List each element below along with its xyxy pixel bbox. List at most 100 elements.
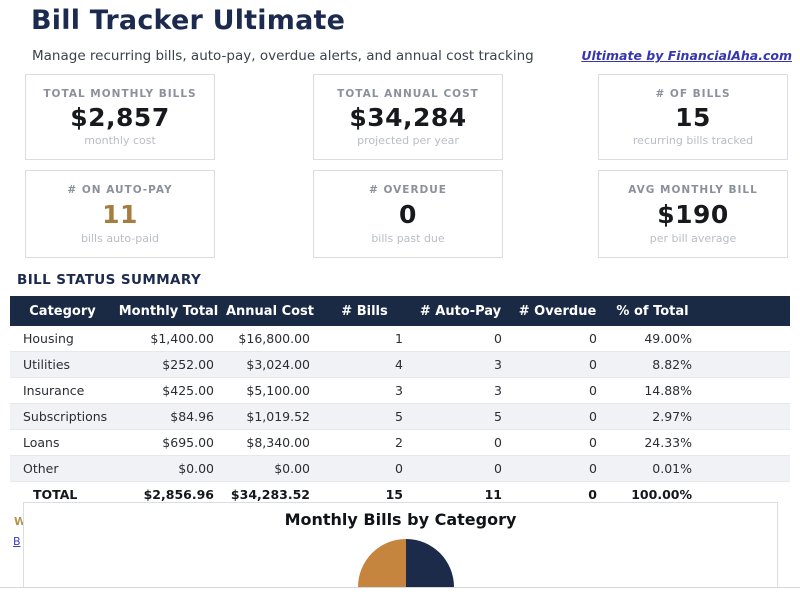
chart-title: Monthly Bills by Category [284, 510, 517, 529]
cell-category: Subscriptions [10, 403, 115, 430]
cell-auto-pay: 0 [411, 455, 510, 482]
cell-overdue: 0 [510, 403, 605, 430]
stat-value: $190 [657, 199, 729, 229]
cell-monthly-total: $695.00 [115, 429, 222, 456]
cell-annual-cost: $5,100.00 [222, 377, 318, 404]
cell-overdue: 0 [510, 326, 605, 352]
column-header-category: Category [10, 296, 115, 326]
cell-monthly-total: $84.96 [115, 403, 222, 430]
table-row-utilities: Utilities $252.00 $3,024.00 4 3 0 8.82% [10, 351, 790, 378]
cell-auto-pay: 3 [411, 377, 510, 404]
pie-chart [358, 539, 454, 587]
cell-pct-of-total: 14.88% [605, 377, 700, 404]
table-row-insurance: Insurance $425.00 $5,100.00 3 3 0 14.88% [10, 377, 790, 404]
table-header-row: Category Monthly Total Annual Cost # Bil… [10, 296, 790, 326]
cell-annual-cost: $1,019.52 [222, 403, 318, 430]
cell-overdue: 0 [510, 455, 605, 482]
stat-sublabel: recurring bills tracked [632, 134, 754, 147]
cell-overdue: 0 [510, 351, 605, 378]
cell-overdue: 0 [510, 429, 605, 456]
stat-label: TOTAL ANNUAL COST [337, 88, 479, 100]
column-header-filler [700, 296, 790, 326]
cell-bills: 5 [318, 403, 411, 430]
cell-auto-pay: 0 [411, 429, 510, 456]
clipped-text-fragment: W [14, 516, 23, 527]
cell-category: Utilities [10, 351, 115, 378]
cell-pct-of-total: 8.82% [605, 351, 700, 378]
stat-label: # OF BILLS [655, 88, 731, 100]
table-row-housing: Housing $1,400.00 $16,800.00 1 0 0 49.00… [10, 326, 790, 352]
stat-card-total-annual-cost: TOTAL ANNUAL COST $34,284 projected per … [313, 74, 503, 160]
stat-card-on-auto-pay: # ON AUTO-PAY 11 bills auto-paid [25, 170, 215, 258]
cell-annual-cost: $3,024.00 [222, 351, 318, 378]
cell-auto-pay: 0 [411, 326, 510, 352]
column-header-annual-cost: Annual Cost [222, 296, 318, 326]
cell-category: Other [10, 455, 115, 482]
column-header-monthly-total: Monthly Total [115, 296, 222, 326]
cell-annual-cost: $0.00 [222, 455, 318, 482]
page-subtitle: Manage recurring bills, auto-pay, overdu… [32, 48, 534, 64]
cell-auto-pay: 5 [411, 403, 510, 430]
stat-value: $34,284 [349, 102, 467, 132]
stat-value: 15 [675, 102, 711, 132]
stat-card-avg-monthly-bill: AVG MONTHLY BILL $190 per bill average [598, 170, 788, 258]
clipped-link-fragment[interactable]: B [13, 536, 21, 547]
stat-label: # OVERDUE [369, 184, 447, 196]
stat-label: TOTAL MONTHLY BILLS [43, 88, 197, 100]
financialaha-link[interactable]: Ultimate by FinancialAha.com [581, 48, 792, 63]
cell-bills: 2 [318, 429, 411, 456]
stat-label: AVG MONTHLY BILL [628, 184, 758, 196]
stat-value: 11 [102, 199, 138, 229]
cell-annual-cost: $16,800.00 [222, 326, 318, 352]
cell-monthly-total: $1,400.00 [115, 326, 222, 352]
column-header-bills: # Bills [318, 296, 411, 326]
pie-slice-left [358, 539, 406, 587]
cell-monthly-total: $252.00 [115, 351, 222, 378]
cell-annual-cost: $8,340.00 [222, 429, 318, 456]
bottom-divider [0, 587, 800, 588]
table-row-other: Other $0.00 $0.00 0 0 0 0.01% [10, 455, 790, 482]
stat-sublabel: monthly cost [84, 134, 156, 147]
stat-value: 0 [399, 199, 417, 229]
cell-pct-of-total: 49.00% [605, 326, 700, 352]
cell-category: Housing [10, 326, 115, 352]
column-header-auto-pay: # Auto-Pay [411, 296, 510, 326]
cell-bills: 3 [318, 377, 411, 404]
cell-overdue: 0 [510, 377, 605, 404]
table-row-loans: Loans $695.00 $8,340.00 2 0 0 24.33% [10, 429, 790, 456]
pie-slice-right [406, 539, 454, 587]
column-header-pct-of-total: % of Total [605, 296, 700, 326]
cell-monthly-total: $0.00 [115, 455, 222, 482]
stat-sublabel: bills past due [371, 232, 445, 245]
stat-sublabel: projected per year [357, 134, 459, 147]
cell-bills: 1 [318, 326, 411, 352]
bill-status-table: Category Monthly Total Annual Cost # Bil… [10, 296, 790, 507]
stat-card-total-monthly-bills: TOTAL MONTHLY BILLS $2,857 monthly cost [25, 74, 215, 160]
cell-filler [700, 326, 790, 352]
cell-pct-of-total: 24.33% [605, 429, 700, 456]
cell-monthly-total: $425.00 [115, 377, 222, 404]
cell-filler [700, 403, 790, 430]
cell-bills: 4 [318, 351, 411, 378]
stat-sublabel: per bill average [649, 232, 737, 245]
chart-panel: Monthly Bills by Category [23, 502, 778, 588]
stat-label: # ON AUTO-PAY [67, 184, 173, 196]
cell-auto-pay: 3 [411, 351, 510, 378]
cell-category: Loans [10, 429, 115, 456]
stat-card-number-of-bills: # OF BILLS 15 recurring bills tracked [598, 74, 788, 160]
table-row-subscriptions: Subscriptions $84.96 $1,019.52 5 5 0 2.9… [10, 403, 790, 430]
page-title: Bill Tracker Ultimate [31, 5, 346, 36]
cell-category: Insurance [10, 377, 115, 404]
cell-filler [700, 351, 790, 378]
cell-filler [700, 455, 790, 482]
stat-card-overdue: # OVERDUE 0 bills past due [313, 170, 503, 258]
section-title-bill-status-summary: BILL STATUS SUMMARY [17, 272, 202, 288]
cell-pct-of-total: 0.01% [605, 455, 700, 482]
cell-filler [700, 429, 790, 456]
stat-sublabel: bills auto-paid [80, 232, 160, 245]
cell-bills: 0 [318, 455, 411, 482]
stat-value: $2,857 [70, 102, 170, 132]
column-header-overdue: # Overdue [510, 296, 605, 326]
cell-pct-of-total: 2.97% [605, 403, 700, 430]
